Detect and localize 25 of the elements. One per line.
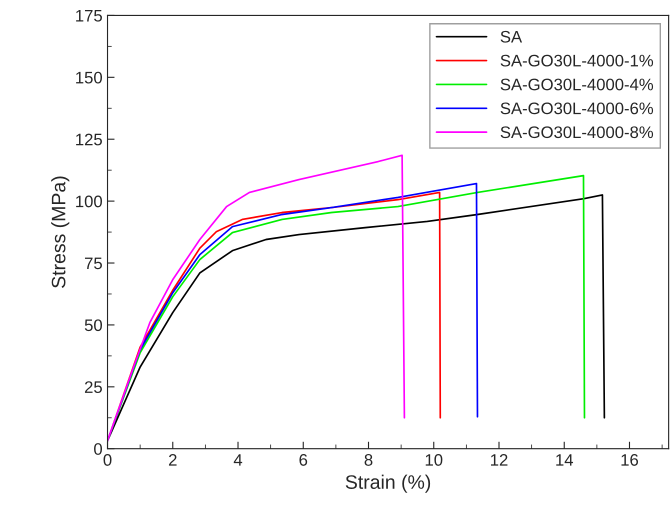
x-tick-label: 16	[621, 454, 638, 466]
line-series	[108, 154, 406, 442]
legend-label: SA-GO30L-4000-4%	[500, 78, 654, 90]
y-tick-label: 25	[84, 381, 102, 394]
y-tick-label: 75	[84, 258, 102, 270]
legend-label: SA-GO30L-4000-8%	[500, 126, 654, 138]
legend-label: SA	[500, 30, 522, 43]
legend-label: SA-GO30L-4000-1%	[500, 54, 654, 67]
x-tick-label: 6	[299, 454, 308, 466]
x-tick-label: 0	[104, 454, 112, 466]
legend-label: SA-GO30L-4000-6%	[500, 102, 654, 114]
y-axis-title: Stress (MPa)	[51, 176, 70, 288]
x-tick-label: 8	[364, 454, 372, 466]
y-tick-label: 100	[76, 196, 102, 208]
x-tick-label: 2	[168, 454, 177, 466]
y-tick-label: 125	[76, 134, 102, 146]
y-tick-label: 150	[76, 72, 102, 84]
x-tick-label: 14	[556, 454, 574, 466]
y-tick-label: 50	[84, 319, 102, 332]
x-tick-label: 4	[234, 454, 242, 466]
y-tick-label: 175	[76, 10, 102, 22]
x-tick-label: 12	[491, 454, 508, 466]
x-axis-title: Strain (%)	[346, 474, 430, 493]
y-tick-label: 0	[94, 443, 102, 455]
x-tick-label: 10	[426, 454, 442, 466]
